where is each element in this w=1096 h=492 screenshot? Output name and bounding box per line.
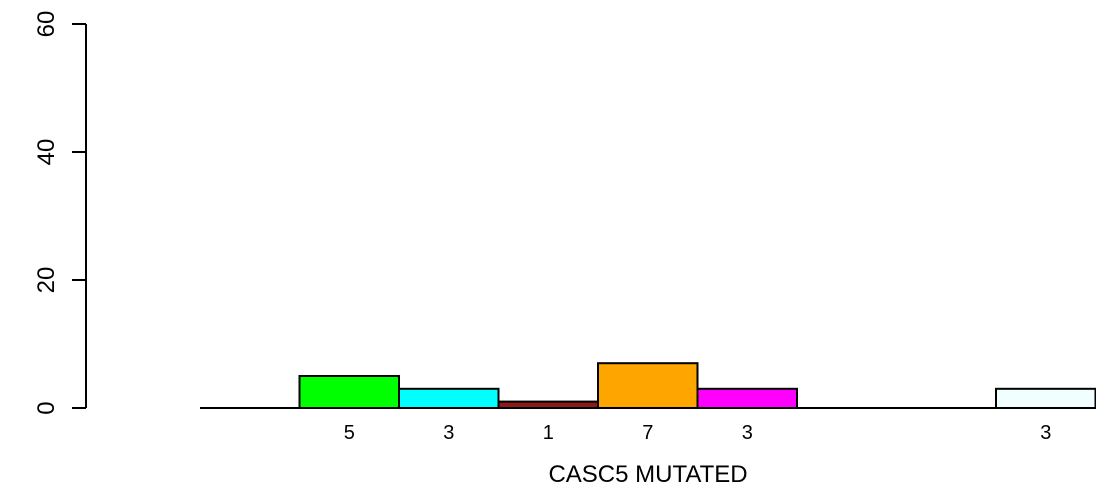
bar [398,387,500,409]
bar [995,387,1096,409]
y-tick-label: 60 [33,11,60,38]
y-tick-label: 20 [33,267,60,294]
bar [597,362,699,410]
bar-count-label: 3 [742,422,753,444]
bar [298,375,400,409]
y-tick-label: 0 [33,401,60,414]
x-axis-label: CASC5 MUTATED [548,461,747,488]
bar [497,400,599,410]
bars [200,362,1096,410]
bar [696,387,798,409]
count-labels: 5 3 1 7 3 3 [344,422,1052,444]
y-axis: 0 20 40 60 [33,11,87,415]
y-tick-label: 40 [33,139,60,166]
bar-count-label: 1 [543,422,554,444]
bar-count-label: 3 [443,422,454,444]
bar-count-label: 5 [344,422,355,444]
bar-count-label: 3 [1040,422,1051,444]
bar-count-label: 7 [642,422,653,444]
